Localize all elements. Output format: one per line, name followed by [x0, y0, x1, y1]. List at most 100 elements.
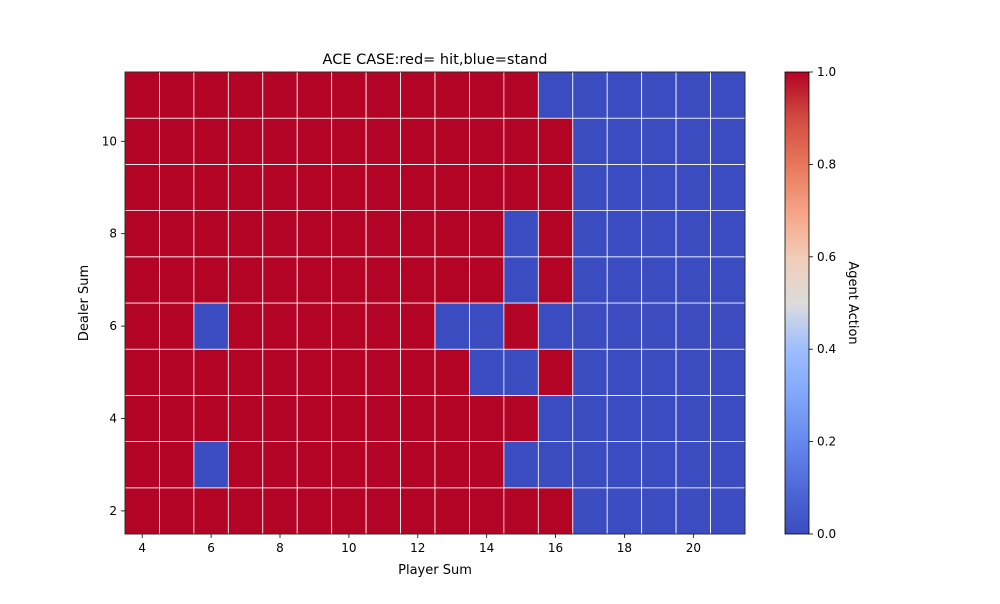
heatmap-cell	[710, 348, 746, 396]
y-tick-label: 4	[109, 412, 117, 426]
heatmap-cell	[606, 348, 643, 396]
colorbar-ticks: 0.0 0.2 0.4 0.6 0.8 1.0	[809, 65, 836, 541]
chart-title: ACE CASE:red= hit,blue=stand	[323, 52, 548, 68]
heatmap-cell	[641, 441, 677, 489]
heatmap-cell	[193, 210, 229, 258]
heatmap-cell	[124, 394, 160, 442]
heatmap-cell	[675, 302, 711, 350]
heatmap-cell	[331, 256, 367, 304]
heatmap-cell	[400, 210, 436, 258]
heatmap-cell	[606, 394, 643, 442]
heatmap-cell	[227, 441, 264, 489]
heatmap-cell	[227, 256, 264, 304]
heatmap-cell	[193, 487, 229, 535]
heatmap-cell	[296, 487, 333, 535]
heatmap-cell	[159, 256, 195, 304]
heatmap-cell	[434, 210, 470, 258]
heatmap-cell	[469, 71, 505, 119]
heatmap-cell	[572, 394, 608, 442]
heatmap-cell	[365, 71, 401, 119]
heatmap-cell	[606, 163, 643, 211]
heatmap-cell	[262, 302, 298, 350]
colorbar-gradient	[784, 71, 810, 535]
colorbar-tick-label: 0.2	[817, 435, 836, 449]
heatmap-cell	[572, 256, 608, 304]
heatmap-cell	[710, 210, 746, 258]
heatmap-cell	[159, 348, 195, 396]
heatmap-cell	[606, 256, 643, 304]
heatmap-cell	[227, 394, 264, 442]
heatmap-cell	[675, 117, 711, 165]
heatmap-cell	[641, 71, 677, 119]
heatmap-cell	[641, 487, 677, 535]
heatmap-cell	[434, 256, 470, 304]
heatmap-cell	[193, 302, 229, 350]
x-tick-label: 18	[617, 541, 632, 555]
heatmap-cell	[365, 256, 401, 304]
colorbar-tick-label: 1.0	[817, 65, 836, 79]
heatmap-cell	[641, 302, 677, 350]
heatmap-cell	[296, 302, 333, 350]
heatmap-cell	[296, 117, 333, 165]
x-axis-ticks: 4 6 8 10 12 14 16 18 20	[138, 534, 701, 555]
heatmap-cell	[606, 441, 643, 489]
heatmap-cell	[606, 71, 643, 119]
heatmap-cell	[675, 210, 711, 258]
heatmap-cell	[710, 302, 746, 350]
heatmap-cell	[227, 117, 264, 165]
heatmap-cell	[434, 302, 470, 350]
heatmap-cell	[710, 256, 746, 304]
heatmap-cell	[331, 487, 367, 535]
x-tick-label: 10	[341, 541, 356, 555]
heatmap-cell	[227, 210, 264, 258]
heatmap-cell	[400, 394, 436, 442]
heatmap-cell	[159, 163, 195, 211]
heatmap-cell	[572, 348, 608, 396]
heatmap-cell	[400, 71, 436, 119]
heatmap-cell	[331, 163, 367, 211]
heatmap-cell	[262, 487, 298, 535]
heatmap-cell	[469, 210, 505, 258]
heatmap-cell	[572, 441, 608, 489]
heatmap-cell	[227, 163, 264, 211]
heatmap-cell	[400, 348, 436, 396]
heatmap-cell	[193, 394, 229, 442]
colorbar-tick-label: 0.4	[817, 342, 836, 356]
heatmap-cell	[262, 210, 298, 258]
colorbar: 0.0 0.2 0.4 0.6 0.8 1.0 Agent Action	[784, 65, 860, 541]
heatmap-cell	[537, 210, 574, 258]
colorbar-tick-label: 0.6	[817, 250, 836, 264]
heatmap-cell	[606, 210, 643, 258]
x-tick-label: 20	[686, 541, 701, 555]
y-axis-ticks: 2 4 6 8 10	[102, 134, 125, 518]
heatmap-cell	[296, 163, 333, 211]
heatmap-cell	[503, 210, 539, 258]
heatmap-cell	[710, 394, 746, 442]
heatmap-cell	[193, 71, 229, 119]
heatmap-cell	[675, 441, 711, 489]
x-axis-label: Player Sum	[398, 563, 472, 578]
heatmap-cell	[124, 441, 160, 489]
heatmap-cell	[159, 210, 195, 258]
heatmap-cell	[193, 348, 229, 396]
heatmap-cell	[434, 163, 470, 211]
heatmap-cell	[469, 117, 505, 165]
heatmap-cell	[641, 117, 677, 165]
x-tick-label: 6	[207, 541, 215, 555]
heatmap-cell	[331, 441, 367, 489]
heatmap-cell	[503, 117, 539, 165]
heatmap-cell	[296, 71, 333, 119]
heatmap-cell	[641, 210, 677, 258]
heatmap-cell	[331, 210, 367, 258]
heatmap-cell	[262, 348, 298, 396]
heatmap-cell	[641, 394, 677, 442]
heatmap-cell	[434, 441, 470, 489]
heatmap-cell	[159, 487, 195, 535]
heatmap-cell	[400, 302, 436, 350]
y-axis-label: Dealer Sum	[77, 265, 92, 341]
heatmap-cell	[262, 441, 298, 489]
heatmap-cell	[124, 71, 160, 119]
x-tick-label: 14	[479, 541, 494, 555]
heatmap-cell	[675, 71, 711, 119]
